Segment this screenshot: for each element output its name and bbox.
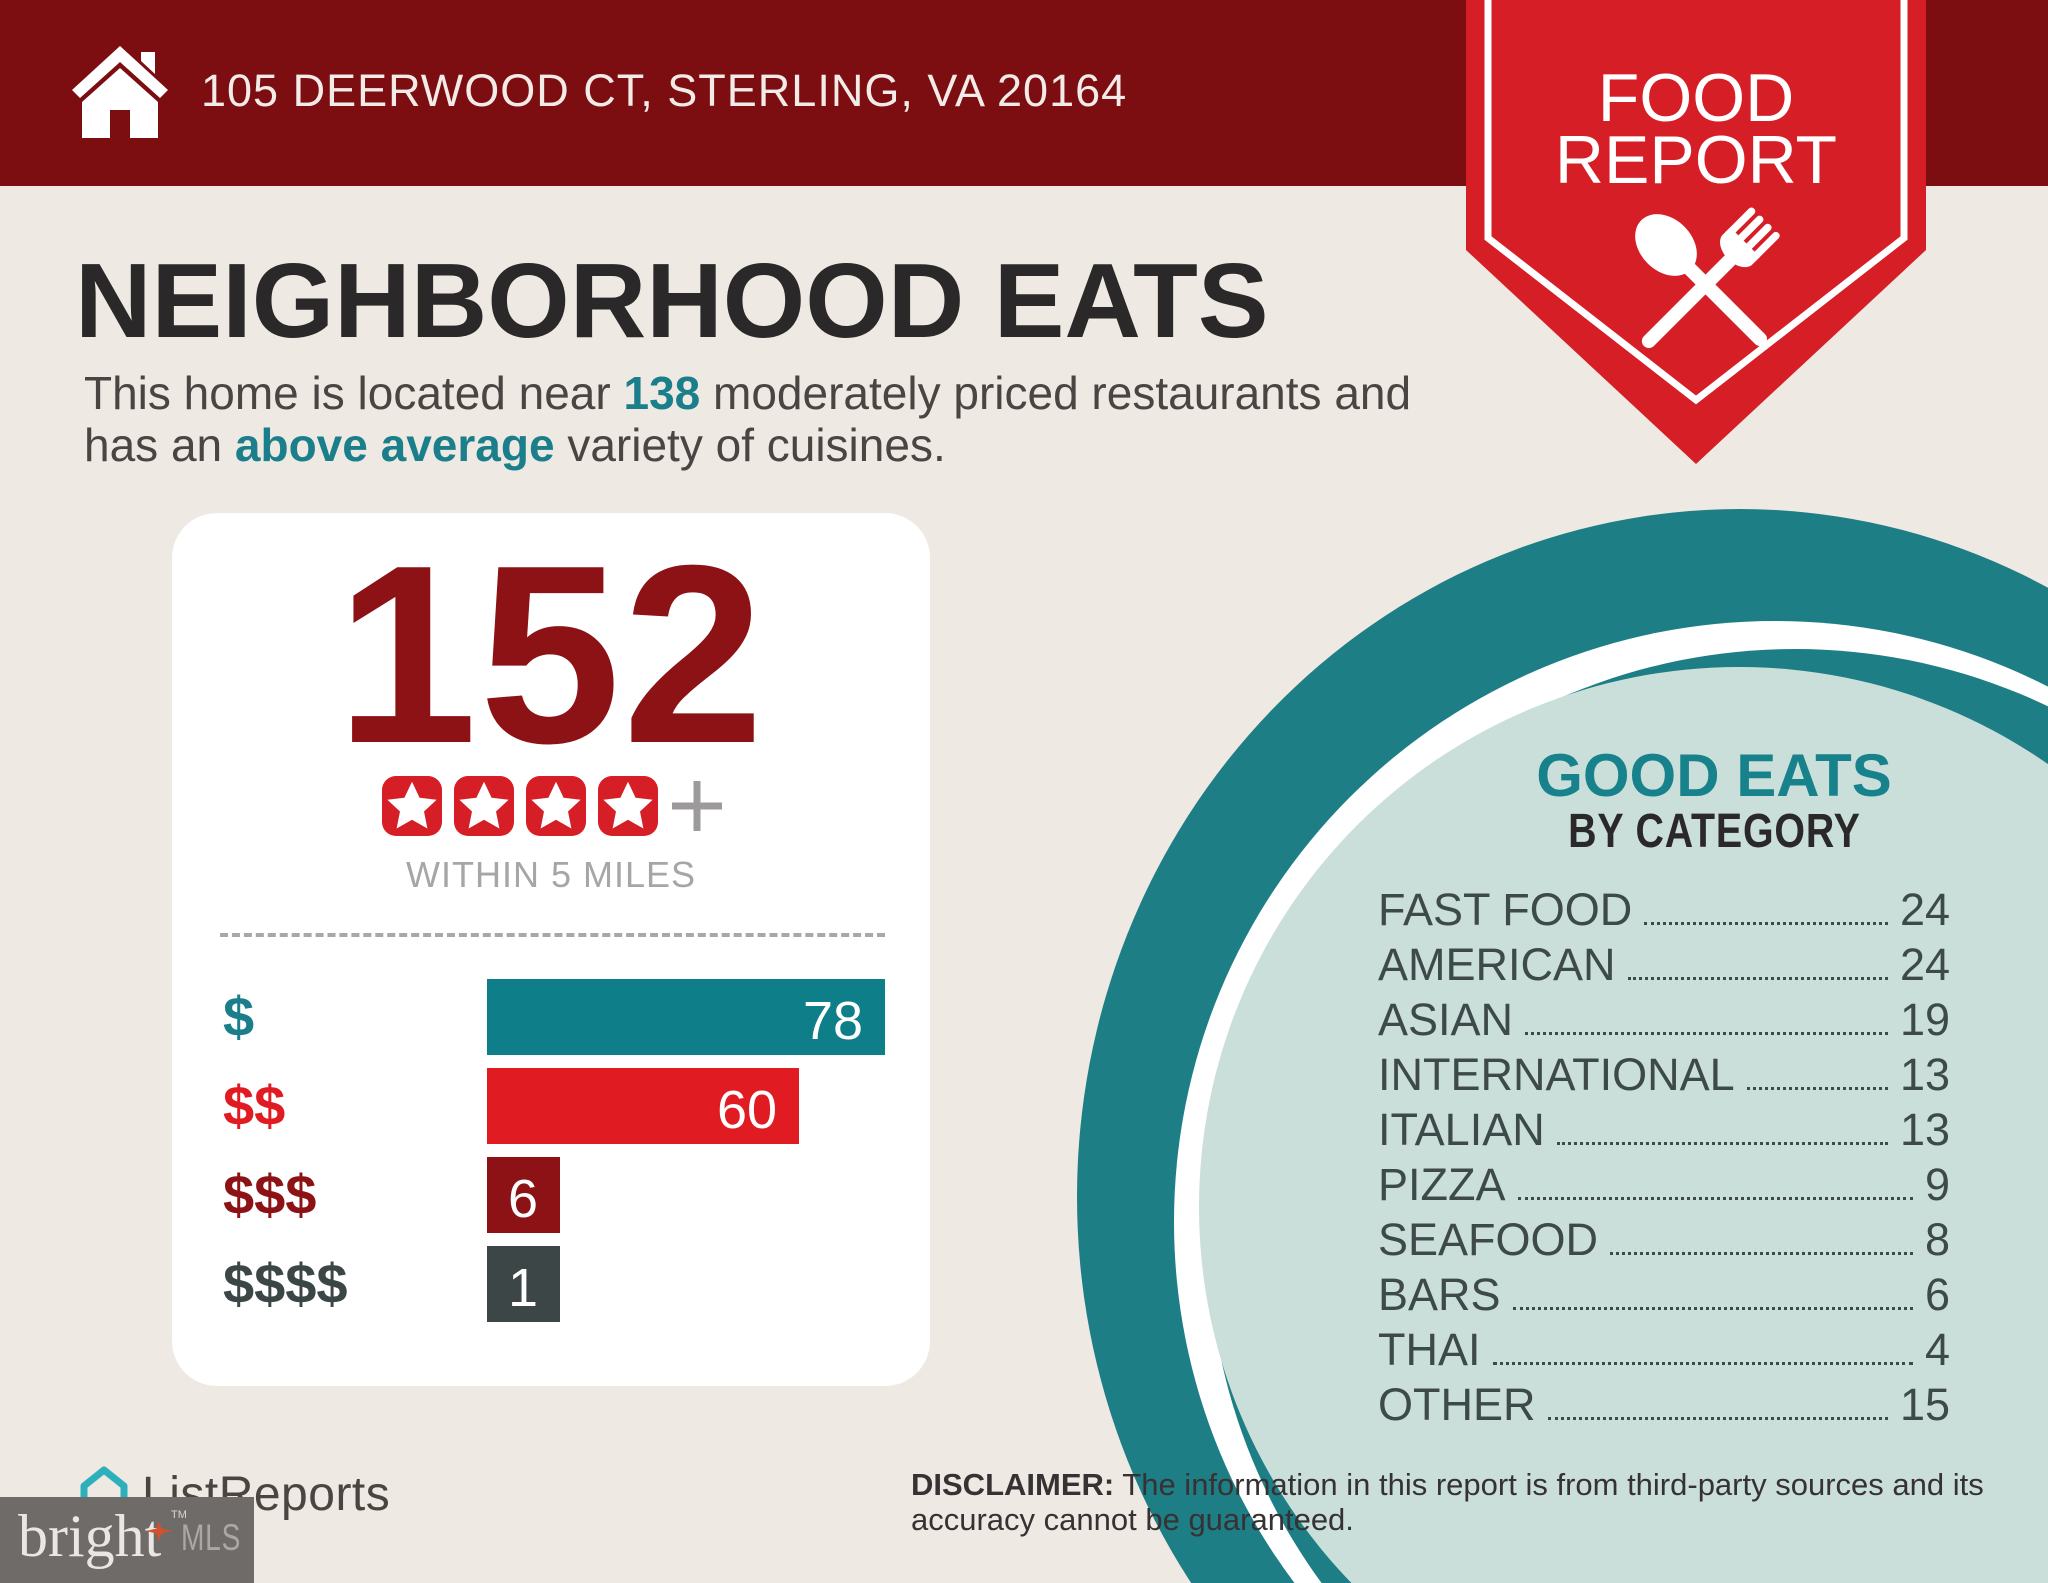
svg-text:FOOD: FOOD: [1598, 60, 1794, 136]
svg-text:REPORT: REPORT: [1555, 122, 1837, 198]
